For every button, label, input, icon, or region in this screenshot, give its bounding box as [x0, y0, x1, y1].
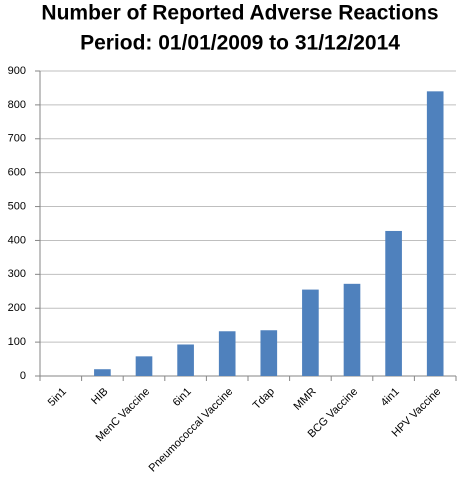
bar [343, 283, 361, 376]
y-tick-label: 100 [8, 336, 26, 348]
y-tick-label: 400 [8, 234, 26, 246]
bar [94, 369, 111, 376]
bar [218, 331, 236, 376]
y-tick-label: 900 [8, 65, 26, 77]
x-tick-label: HIB [89, 386, 110, 407]
bar [426, 91, 444, 376]
bar [260, 330, 278, 376]
y-tick-label: 0 [20, 370, 26, 382]
bar [135, 356, 153, 376]
y-tick-label: 800 [8, 99, 26, 111]
x-tick-label: 4in1 [379, 386, 402, 409]
x-tick-label: Tdap [251, 386, 277, 412]
y-tick-label: 700 [8, 133, 26, 145]
x-tick-label: 6in1 [171, 386, 194, 409]
bar [177, 344, 194, 376]
y-tick-label: 500 [8, 200, 26, 212]
y-tick-label: 200 [8, 302, 26, 314]
y-tick-label: 600 [8, 167, 26, 179]
chart-title: Number of Reported Adverse Reactions [41, 2, 438, 25]
bar [385, 230, 402, 376]
chart-subtitle: Period: 01/01/2009 to 31/12/2014 [80, 32, 400, 55]
x-tick-label: 5in1 [46, 386, 69, 409]
x-tick-label: Pneumococcal Vaccine [147, 386, 236, 475]
x-tick-label: MMR [292, 386, 319, 413]
bar [302, 289, 319, 376]
y-tick-label: 300 [8, 268, 26, 280]
